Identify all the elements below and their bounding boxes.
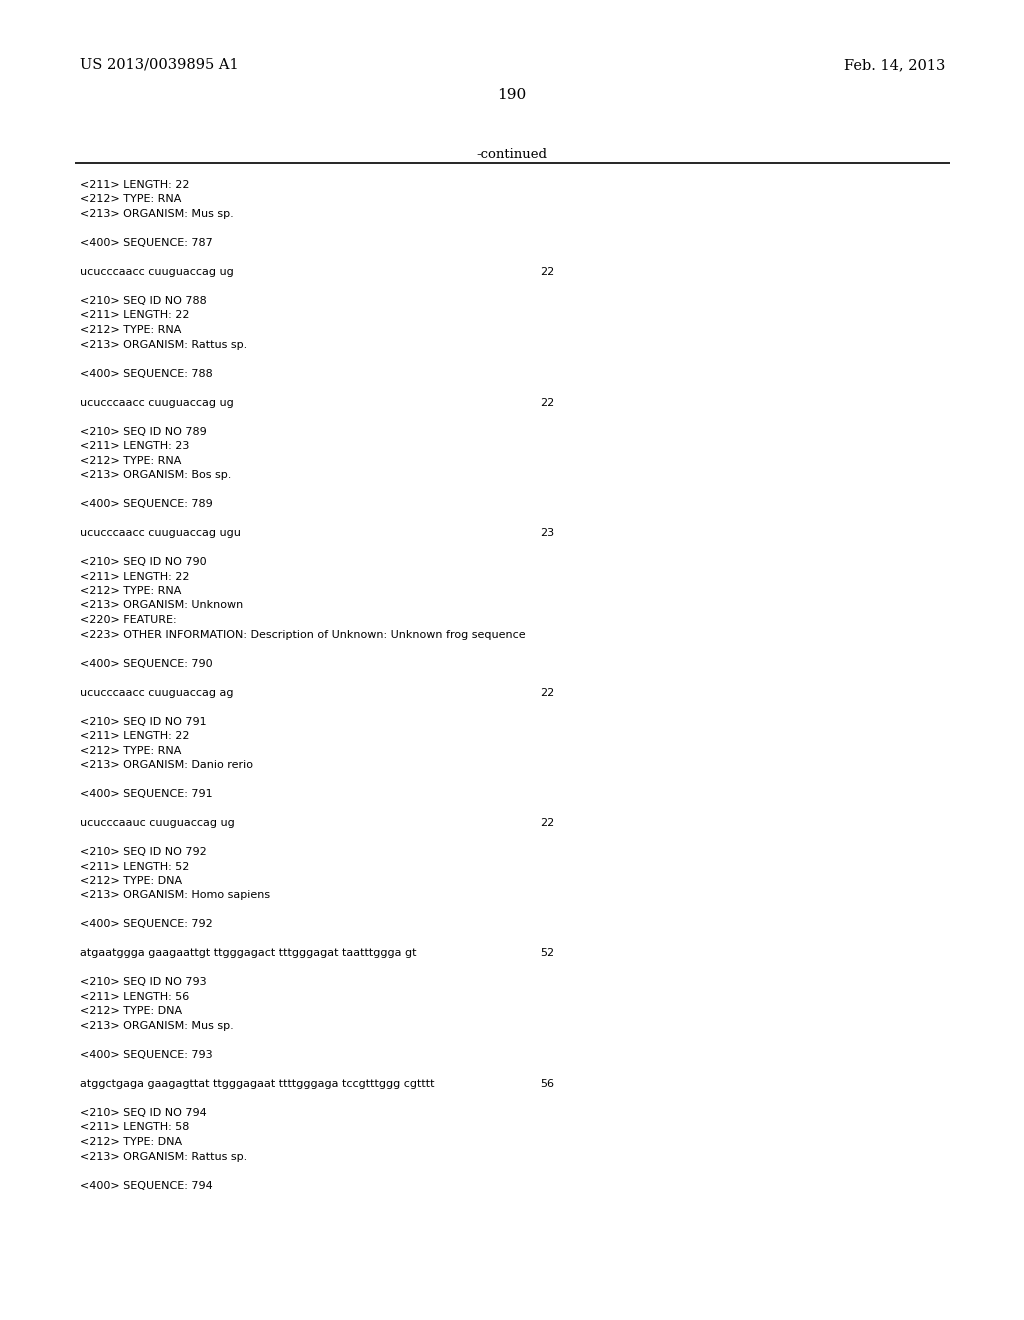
Text: <211> LENGTH: 52: <211> LENGTH: 52: [80, 862, 189, 871]
Text: <211> LENGTH: 58: <211> LENGTH: 58: [80, 1122, 189, 1133]
Text: <212> TYPE: RNA: <212> TYPE: RNA: [80, 586, 181, 597]
Text: ucucccaacc cuuguaccag ug: ucucccaacc cuuguaccag ug: [80, 397, 233, 408]
Text: <210> SEQ ID NO 794: <210> SEQ ID NO 794: [80, 1107, 207, 1118]
Text: Feb. 14, 2013: Feb. 14, 2013: [844, 58, 945, 73]
Text: <213> ORGANISM: Mus sp.: <213> ORGANISM: Mus sp.: [80, 209, 233, 219]
Text: <210> SEQ ID NO 789: <210> SEQ ID NO 789: [80, 426, 207, 437]
Text: 22: 22: [540, 818, 554, 828]
Text: <211> LENGTH: 56: <211> LENGTH: 56: [80, 993, 189, 1002]
Text: <210> SEQ ID NO 793: <210> SEQ ID NO 793: [80, 978, 207, 987]
Text: ucucccaacc cuuguaccag ugu: ucucccaacc cuuguaccag ugu: [80, 528, 241, 539]
Text: <212> TYPE: DNA: <212> TYPE: DNA: [80, 1137, 182, 1147]
Text: <211> LENGTH: 22: <211> LENGTH: 22: [80, 310, 189, 321]
Text: <400> SEQUENCE: 789: <400> SEQUENCE: 789: [80, 499, 213, 510]
Text: US 2013/0039895 A1: US 2013/0039895 A1: [80, 58, 239, 73]
Text: <400> SEQUENCE: 787: <400> SEQUENCE: 787: [80, 238, 213, 248]
Text: <210> SEQ ID NO 792: <210> SEQ ID NO 792: [80, 847, 207, 857]
Text: <212> TYPE: RNA: <212> TYPE: RNA: [80, 455, 181, 466]
Text: atggctgaga gaagagttat ttgggagaat ttttgggaga tccgtttggg cgtttt: atggctgaga gaagagttat ttgggagaat ttttggg…: [80, 1078, 434, 1089]
Text: <213> ORGANISM: Rattus sp.: <213> ORGANISM: Rattus sp.: [80, 1151, 247, 1162]
Text: <400> SEQUENCE: 788: <400> SEQUENCE: 788: [80, 368, 213, 379]
Text: <400> SEQUENCE: 794: <400> SEQUENCE: 794: [80, 1180, 213, 1191]
Text: <210> SEQ ID NO 788: <210> SEQ ID NO 788: [80, 296, 207, 306]
Text: 23: 23: [540, 528, 554, 539]
Text: <212> TYPE: RNA: <212> TYPE: RNA: [80, 325, 181, 335]
Text: 22: 22: [540, 688, 554, 697]
Text: <213> ORGANISM: Rattus sp.: <213> ORGANISM: Rattus sp.: [80, 339, 247, 350]
Text: <223> OTHER INFORMATION: Description of Unknown: Unknown frog sequence: <223> OTHER INFORMATION: Description of …: [80, 630, 525, 639]
Text: 22: 22: [540, 267, 554, 277]
Text: <212> TYPE: DNA: <212> TYPE: DNA: [80, 876, 182, 886]
Text: 22: 22: [540, 397, 554, 408]
Text: 52: 52: [540, 949, 554, 958]
Text: <213> ORGANISM: Bos sp.: <213> ORGANISM: Bos sp.: [80, 470, 231, 480]
Text: <400> SEQUENCE: 790: <400> SEQUENCE: 790: [80, 659, 213, 668]
Text: <213> ORGANISM: Danio rerio: <213> ORGANISM: Danio rerio: [80, 760, 253, 770]
Text: -continued: -continued: [476, 148, 548, 161]
Text: <400> SEQUENCE: 792: <400> SEQUENCE: 792: [80, 920, 213, 929]
Text: <212> TYPE: RNA: <212> TYPE: RNA: [80, 746, 181, 755]
Text: 190: 190: [498, 88, 526, 102]
Text: ucucccaacc cuuguaccag ug: ucucccaacc cuuguaccag ug: [80, 267, 233, 277]
Text: <211> LENGTH: 22: <211> LENGTH: 22: [80, 572, 189, 582]
Text: ucucccaacc cuuguaccag ag: ucucccaacc cuuguaccag ag: [80, 688, 233, 697]
Text: <212> TYPE: RNA: <212> TYPE: RNA: [80, 194, 181, 205]
Text: <213> ORGANISM: Unknown: <213> ORGANISM: Unknown: [80, 601, 244, 610]
Text: <211> LENGTH: 22: <211> LENGTH: 22: [80, 731, 189, 741]
Text: <211> LENGTH: 22: <211> LENGTH: 22: [80, 180, 189, 190]
Text: 56: 56: [540, 1078, 554, 1089]
Text: atgaatggga gaagaattgt ttgggagact tttgggagat taatttggga gt: atgaatggga gaagaattgt ttgggagact tttggga…: [80, 949, 417, 958]
Text: <400> SEQUENCE: 791: <400> SEQUENCE: 791: [80, 789, 213, 799]
Text: <212> TYPE: DNA: <212> TYPE: DNA: [80, 1006, 182, 1016]
Text: <210> SEQ ID NO 791: <210> SEQ ID NO 791: [80, 717, 207, 726]
Text: <220> FEATURE:: <220> FEATURE:: [80, 615, 176, 624]
Text: <400> SEQUENCE: 793: <400> SEQUENCE: 793: [80, 1049, 213, 1060]
Text: <211> LENGTH: 23: <211> LENGTH: 23: [80, 441, 189, 451]
Text: ucucccaauc cuuguaccag ug: ucucccaauc cuuguaccag ug: [80, 818, 234, 828]
Text: <213> ORGANISM: Homo sapiens: <213> ORGANISM: Homo sapiens: [80, 891, 270, 900]
Text: <210> SEQ ID NO 790: <210> SEQ ID NO 790: [80, 557, 207, 568]
Text: <213> ORGANISM: Mus sp.: <213> ORGANISM: Mus sp.: [80, 1020, 233, 1031]
